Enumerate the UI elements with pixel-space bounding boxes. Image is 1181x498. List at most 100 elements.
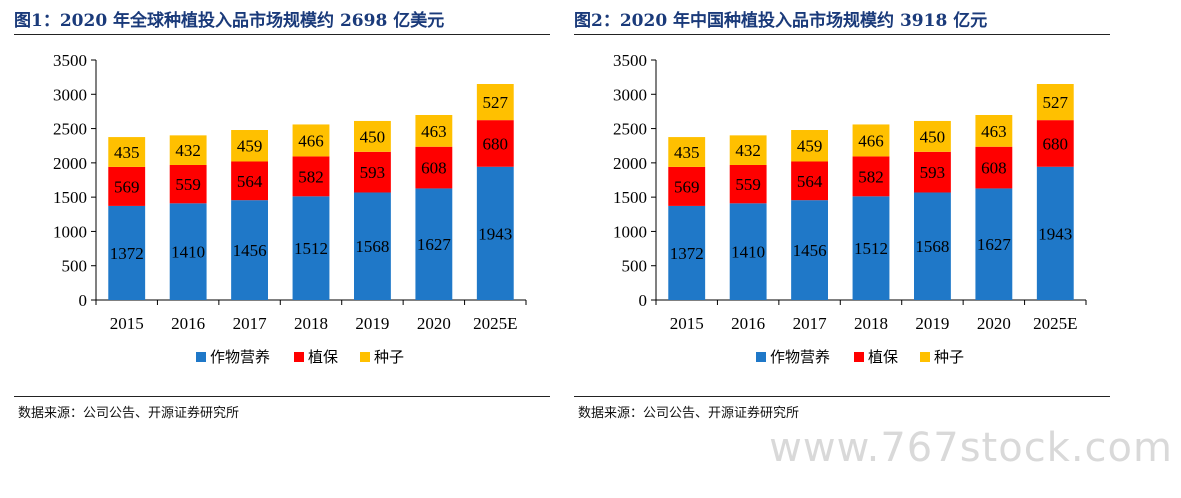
data-label: 1568 xyxy=(915,237,949,256)
data-label: 559 xyxy=(175,175,201,194)
y-tick-label: 3500 xyxy=(613,51,647,70)
bar-segment xyxy=(729,164,767,204)
bar-segment xyxy=(169,164,207,204)
bar-segment xyxy=(914,151,951,193)
legend-label: 作物营养 xyxy=(210,348,270,366)
source-rule xyxy=(574,396,1110,397)
bar-segment xyxy=(914,192,951,300)
data-label: 1410 xyxy=(171,243,205,262)
legend-swatch xyxy=(854,352,864,362)
legend-label: 植保 xyxy=(308,348,338,366)
data-label: 582 xyxy=(298,167,324,186)
data-label: 466 xyxy=(858,131,884,150)
bar-segment xyxy=(292,196,330,300)
bar-segment xyxy=(415,114,453,147)
source-rule xyxy=(14,396,550,397)
data-source: 数据来源：公司公告、开源证券研究所 xyxy=(18,406,240,421)
bar-segment xyxy=(729,203,767,300)
data-label: 680 xyxy=(483,134,509,153)
bar-segment xyxy=(108,205,146,300)
data-label: 1627 xyxy=(977,235,1012,254)
data-label: 1372 xyxy=(670,244,704,263)
bar-segment xyxy=(852,124,890,157)
data-label: 1372 xyxy=(110,244,144,263)
legend-swatch xyxy=(756,352,766,362)
bar-segment xyxy=(668,205,706,300)
figure-title: 图1：2020 年全球种植投入品市场规模约 2698 亿美元 xyxy=(14,11,445,31)
bar-segment xyxy=(975,114,1013,147)
y-tick-label: 1000 xyxy=(613,222,647,241)
y-tick-label: 2000 xyxy=(613,154,647,173)
bar-segment xyxy=(852,196,890,300)
x-tick-label: 2016 xyxy=(731,314,765,333)
bar-segment xyxy=(668,166,706,206)
y-tick-label: 1000 xyxy=(53,222,87,241)
title-rule xyxy=(14,34,550,35)
bar-segment xyxy=(975,146,1013,189)
y-tick-label: 3000 xyxy=(53,85,87,104)
data-label: 463 xyxy=(981,122,1007,141)
bar-segment xyxy=(729,135,767,165)
data-label: 459 xyxy=(797,137,823,156)
legend-swatch xyxy=(294,352,304,362)
data-label: 527 xyxy=(483,93,509,112)
x-tick-label: 2025E xyxy=(1033,314,1077,333)
bar-segment xyxy=(231,130,268,162)
data-label: 1512 xyxy=(854,239,888,258)
data-label: 680 xyxy=(1043,134,1069,153)
data-label: 569 xyxy=(114,177,140,196)
data-label: 608 xyxy=(421,159,447,178)
bar-segment xyxy=(914,120,951,152)
data-label: 459 xyxy=(237,137,263,156)
data-label: 463 xyxy=(421,122,447,141)
data-label: 435 xyxy=(114,143,140,162)
bar-segment xyxy=(476,120,514,167)
data-label: 559 xyxy=(735,175,761,194)
legend-label: 植保 xyxy=(868,348,898,366)
watermark: www.767stock.com xyxy=(769,425,1173,471)
data-label: 1456 xyxy=(793,241,827,260)
y-tick-label: 3000 xyxy=(613,85,647,104)
x-tick-label: 2025E xyxy=(473,314,517,333)
bar-segment xyxy=(975,188,1013,300)
data-label: 466 xyxy=(298,131,324,150)
data-label: 1456 xyxy=(233,241,267,260)
x-tick-label: 2017 xyxy=(233,314,268,333)
y-tick-label: 2500 xyxy=(613,120,647,139)
data-label: 593 xyxy=(360,163,386,182)
figure-1: 图1：2020 年全球种植投入品市场规模约 2698 亿美元 0 500 1000 1… xyxy=(14,0,554,430)
stacked-bar-chart-china: 0 500 1000 1500 2000 2500 3000 3500 1372 569 435 20… xyxy=(613,51,1087,366)
y-tick-label: 1500 xyxy=(53,188,87,207)
data-label: 1410 xyxy=(731,243,765,262)
data-label: 1627 xyxy=(417,235,452,254)
data-label: 608 xyxy=(981,159,1007,178)
data-label: 435 xyxy=(674,143,700,162)
stacked-bar-chart-global: 0 500 1000 1500 2000 2500 3000 3500 1372 569 435 20… xyxy=(53,51,527,366)
x-tick-label: 2017 xyxy=(793,314,828,333)
data-label: 582 xyxy=(858,167,884,186)
y-tick-label: 2500 xyxy=(53,120,87,139)
x-tick-label: 2018 xyxy=(854,314,888,333)
data-label: 450 xyxy=(360,127,386,146)
y-tick-label: 500 xyxy=(622,257,648,276)
bar-segment xyxy=(108,166,146,206)
bar-segment xyxy=(791,161,828,201)
x-tick-label: 2015 xyxy=(670,314,704,333)
y-tick-label: 3500 xyxy=(53,51,87,70)
figure-title: 图2：2020 年中国种植投入品市场规模约 3918 亿元 xyxy=(574,11,988,31)
x-tick-label: 2019 xyxy=(915,314,949,333)
bar-segment xyxy=(231,161,268,201)
bar-segment xyxy=(169,203,207,300)
bar-segment xyxy=(292,156,330,197)
bar-segment xyxy=(791,130,828,162)
bar-segment xyxy=(476,84,514,121)
data-source: 数据来源：公司公告、开源证券研究所 xyxy=(578,406,800,421)
legend-label: 作物营养 xyxy=(770,348,830,366)
bar-segment xyxy=(1036,166,1074,300)
x-tick-label: 2015 xyxy=(110,314,144,333)
y-tick-label: 2000 xyxy=(53,154,87,173)
bar-segment xyxy=(108,137,146,167)
y-tick-label: 0 xyxy=(639,291,648,310)
bar-segment xyxy=(415,188,453,300)
bar-segment xyxy=(415,146,453,189)
